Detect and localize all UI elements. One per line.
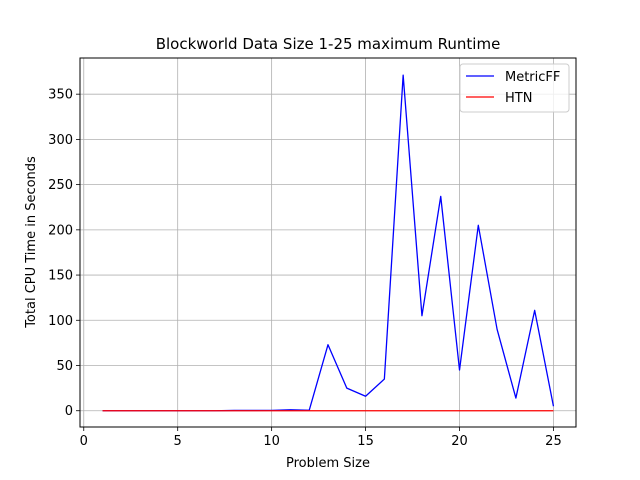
y-tick-label: 300	[48, 133, 73, 148]
x-tick-label: 5	[174, 434, 182, 449]
y-tick-label: 50	[56, 359, 73, 374]
legend-label-metricff: MetricFF	[505, 70, 560, 85]
x-ticks: 0 5 10 15 20 25	[80, 427, 562, 449]
legend: MetricFF HTN	[459, 63, 570, 113]
x-tick-label: 20	[451, 434, 468, 449]
y-tick-label: 250	[48, 178, 73, 193]
x-tick-label: 15	[357, 434, 374, 449]
y-tick-label: 0	[65, 404, 73, 419]
y-axis-label: Total CPU Time in Seconds	[24, 156, 39, 329]
series-lines	[102, 74, 555, 412]
legend-label-htn: HTN	[505, 91, 532, 106]
y-tick-label: 100	[48, 314, 73, 329]
y-tick-label: 200	[48, 223, 73, 238]
chart-title: Blockworld Data Size 1-25 maximum Runtim…	[156, 35, 501, 53]
y-tick-label: 150	[48, 269, 73, 284]
y-tick-label: 350	[48, 88, 73, 103]
x-tick-label: 0	[80, 434, 88, 449]
plot-frame	[79, 57, 577, 428]
grid	[80, 58, 576, 427]
x-axis-label: Problem Size	[286, 456, 370, 471]
x-tick-label: 25	[545, 434, 562, 449]
x-tick-label: 10	[263, 434, 280, 449]
y-ticks: 0 50 100 150 200 250 300 350	[48, 88, 80, 419]
